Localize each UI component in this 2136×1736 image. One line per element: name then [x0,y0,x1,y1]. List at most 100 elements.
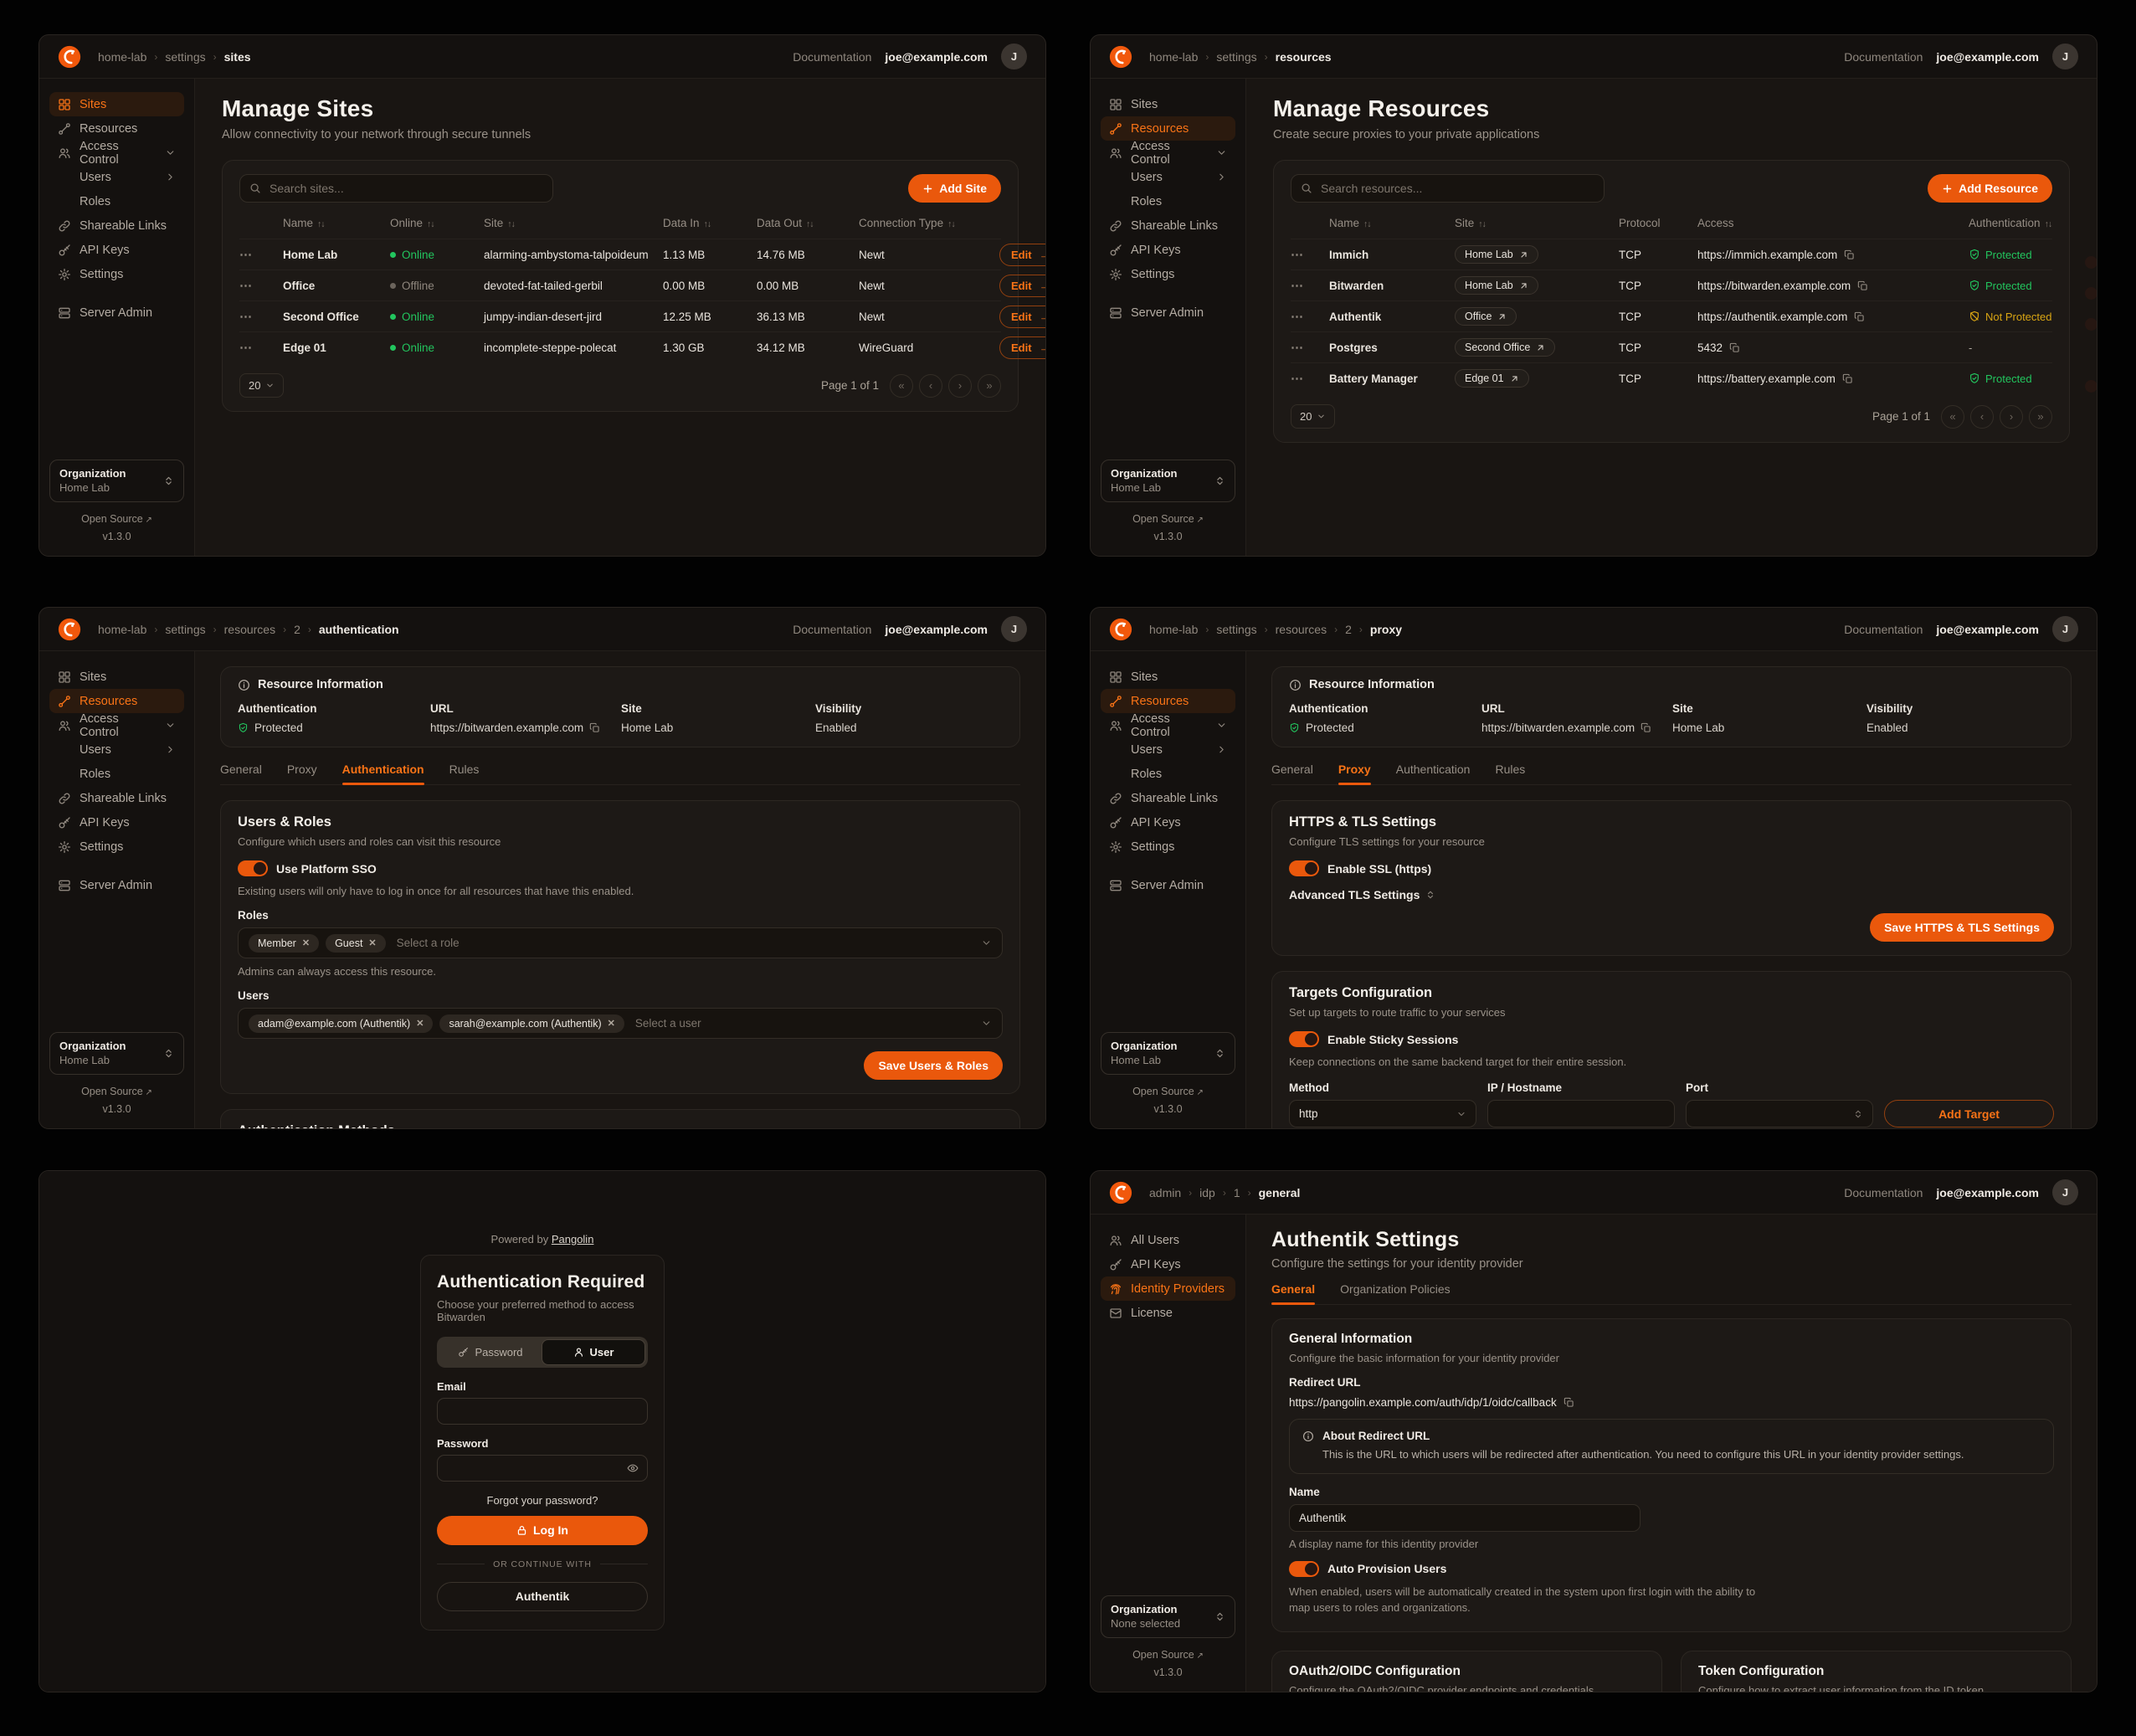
sidebar-item-shareable-links[interactable]: Shareable Links [1101,213,1235,238]
copy-icon[interactable] [589,722,600,733]
sidebar-item-sites[interactable]: Sites [49,92,184,116]
port-input[interactable] [1686,1100,1873,1127]
password-field[interactable] [437,1454,648,1482]
sidebar-item-all-users[interactable]: All Users [1101,1228,1235,1252]
edit-site-button[interactable]: Edit [999,305,1045,328]
tab-authentication[interactable]: Authentication [341,763,424,785]
sidebar-item-server-admin[interactable]: Server Admin [1101,873,1235,897]
sidebar-item-settings[interactable]: Settings [1101,835,1235,859]
user-email[interactable]: joe@example.com [1936,1185,2039,1199]
ip-hostname-input[interactable] [1487,1100,1675,1127]
copy-icon[interactable] [1729,342,1740,353]
column-connection-type[interactable]: Connection Type [859,217,999,229]
tab-rules[interactable]: Rules [449,763,480,776]
user-email[interactable]: joe@example.com [885,49,988,64]
breadcrumb-admin[interactable]: admin [1149,1185,1182,1199]
sidebar-item-shareable-links[interactable]: Shareable Links [49,786,184,810]
sidebar-item-sites[interactable]: Sites [1101,92,1235,116]
name-input[interactable] [1289,1503,1641,1532]
access-url[interactable]: https://battery.example.com [1697,372,1836,385]
sidebar-item-resources[interactable]: Resources [1101,116,1235,141]
organization-selector[interactable]: Organization Home Lab [1101,459,1235,502]
column-online[interactable]: Online [390,217,484,229]
sidebar-item-settings[interactable]: Settings [1101,262,1235,286]
sidebar-item-sites[interactable]: Sites [49,665,184,689]
tab-proxy[interactable]: Proxy [1338,763,1371,785]
url-value[interactable]: https://bitwarden.example.com [430,722,584,734]
last-page-button[interactable]: » [2029,404,2052,429]
site-link-pill[interactable]: Home Lab [1455,245,1538,264]
sidebar-item-resources[interactable]: Resources [1101,689,1235,713]
tab-rules[interactable]: Rules [1495,763,1526,776]
edit-site-button[interactable]: Edit [999,243,1045,266]
column-site[interactable]: Site [484,217,663,229]
sidebar-item-shareable-links[interactable]: Shareable Links [49,213,184,238]
method-select[interactable]: http [1289,1100,1476,1127]
sidebar-item-api-keys[interactable]: API Keys [49,238,184,262]
redirect-url-value[interactable]: https://pangolin.example.com/auth/idp/1/… [1289,1396,1557,1409]
open-source-link[interactable]: Open Source [1132,1649,1204,1661]
column-data-out[interactable]: Data Out [757,217,859,229]
sidebar-item-server-admin[interactable]: Server Admin [49,873,184,897]
edit-site-button[interactable]: Edit [999,336,1045,359]
row-menu-icon[interactable] [239,309,283,324]
sticky-sessions-toggle[interactable] [1289,1031,1319,1047]
breadcrumb-org[interactable]: home-lab [1149,49,1199,64]
tab-organization-policies[interactable]: Organization Policies [1340,1282,1451,1296]
breadcrumb-org[interactable]: home-lab [98,49,147,64]
sidebar-item-resources[interactable]: Resources [49,689,184,713]
column-data-in[interactable]: Data In [663,217,757,229]
breadcrumb-idp-id[interactable]: 1 [1233,1185,1240,1199]
documentation-link[interactable]: Documentation [793,49,872,64]
tab-general[interactable]: General [1271,1282,1316,1305]
auto-provision-toggle[interactable] [1289,1560,1319,1577]
sidebar-item-identity-providers[interactable]: Identity Providers [1101,1276,1235,1301]
users-multiselect[interactable]: adam@example.com (Authentik) ✕ sarah@exam… [238,1008,1003,1039]
sidebar-item-roles[interactable]: Roles [1101,189,1235,213]
documentation-link[interactable]: Documentation [1844,1185,1923,1199]
site-link-pill[interactable]: Second Office [1455,338,1556,357]
sidebar-item-settings[interactable]: Settings [49,262,184,286]
pangolin-link[interactable]: Pangolin [551,1232,594,1246]
search-sites-input[interactable] [239,174,553,203]
open-source-link[interactable]: Open Source [81,513,152,525]
sidebar-item-access-control[interactable]: Access Control [49,712,184,739]
sidebar-item-api-keys[interactable]: API Keys [49,810,184,835]
sidebar-item-access-control[interactable]: Access Control [1101,712,1235,739]
access-url[interactable]: https://immich.example.com [1697,248,1838,261]
row-menu-icon[interactable] [239,278,283,293]
remove-chip-icon[interactable]: ✕ [416,1019,424,1029]
email-field[interactable] [437,1397,648,1425]
remove-chip-icon[interactable]: ✕ [368,938,377,948]
organization-selector[interactable]: Organization Home Lab [1101,1031,1235,1075]
sidebar-item-shareable-links[interactable]: Shareable Links [1101,786,1235,810]
copy-icon[interactable] [1842,373,1853,384]
sidebar-item-api-keys[interactable]: API Keys [1101,1252,1235,1276]
sidebar-item-roles[interactable]: Roles [1101,762,1235,786]
copy-icon[interactable] [1854,311,1865,322]
breadcrumb-settings[interactable]: settings [1216,49,1257,64]
save-users-roles-button[interactable]: Save Users & Roles [864,1051,1003,1080]
column-name[interactable]: Name [283,217,390,229]
platform-sso-toggle[interactable] [238,860,268,876]
breadcrumb-resources[interactable]: resources [1275,622,1327,636]
page-size-select[interactable]: 20 [239,373,285,398]
next-page-button[interactable]: › [948,373,972,398]
sidebar-item-roles[interactable]: Roles [49,189,184,213]
authentik-sso-button[interactable]: Authentik [437,1581,648,1611]
password-method-tab[interactable]: Password [439,1339,542,1365]
enable-ssl-toggle[interactable] [1289,860,1319,876]
avatar[interactable]: J [2052,44,2078,69]
avatar[interactable]: J [2052,1179,2078,1205]
column-name[interactable]: Name [1329,217,1455,229]
breadcrumb-settings[interactable]: settings [165,622,206,636]
remove-chip-icon[interactable]: ✕ [607,1019,615,1029]
remove-chip-icon[interactable]: ✕ [301,938,311,948]
breadcrumb-resources[interactable]: resources [223,622,276,636]
breadcrumb-settings[interactable]: settings [1216,622,1257,636]
copy-icon[interactable] [1857,280,1868,291]
user-email[interactable]: joe@example.com [1936,622,2039,636]
tab-proxy[interactable]: Proxy [286,763,317,776]
log-in-button[interactable]: Log In [437,1515,648,1545]
documentation-link[interactable]: Documentation [1844,49,1923,64]
